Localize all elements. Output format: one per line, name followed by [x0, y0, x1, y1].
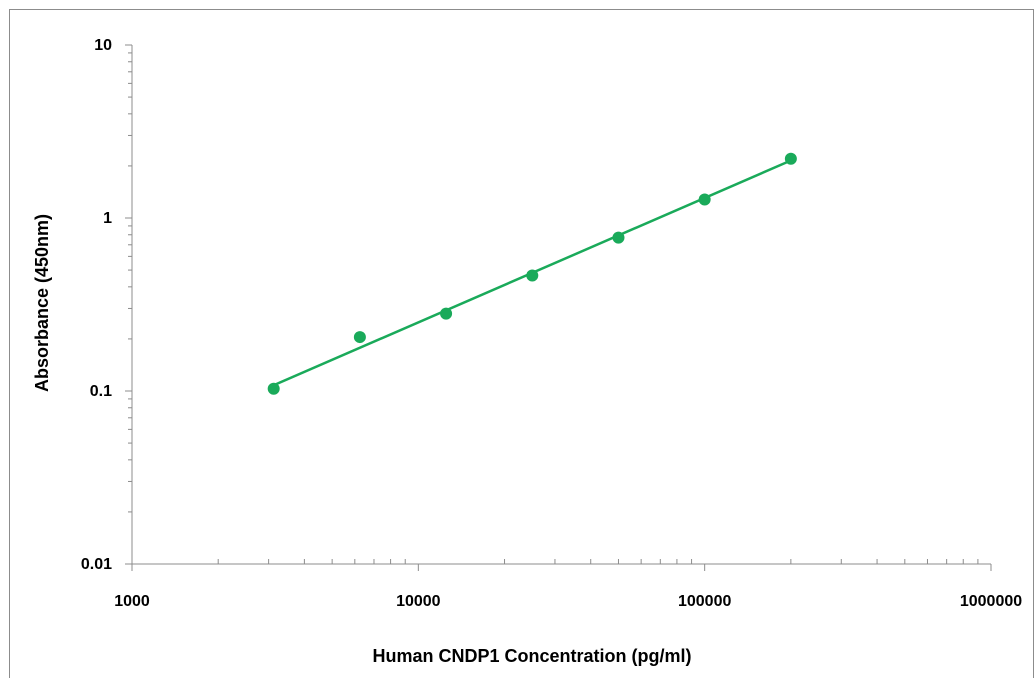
y-axis-title: Absorbance (450nm) — [32, 214, 52, 392]
y-tick-label: 1 — [103, 210, 112, 227]
x-tick-label: 10000 — [396, 593, 441, 610]
data-point — [526, 270, 538, 282]
y-tick-label: 0.01 — [81, 556, 112, 573]
x-tick-label: 100000 — [678, 593, 731, 610]
x-tick-label: 1000000 — [960, 593, 1022, 610]
x-tick-label: 1000 — [114, 593, 150, 610]
data-point — [440, 308, 452, 320]
data-point — [699, 193, 711, 205]
x-axis-title: Human CNDP1 Concentration (pg/ml) — [372, 646, 691, 666]
data-point — [612, 232, 624, 244]
y-tick-label: 10 — [94, 37, 112, 54]
chart-border — [10, 10, 1034, 678]
data-point — [354, 331, 366, 343]
data-point — [268, 383, 280, 395]
y-tick-label: 0.1 — [90, 383, 112, 400]
data-point — [785, 153, 797, 165]
